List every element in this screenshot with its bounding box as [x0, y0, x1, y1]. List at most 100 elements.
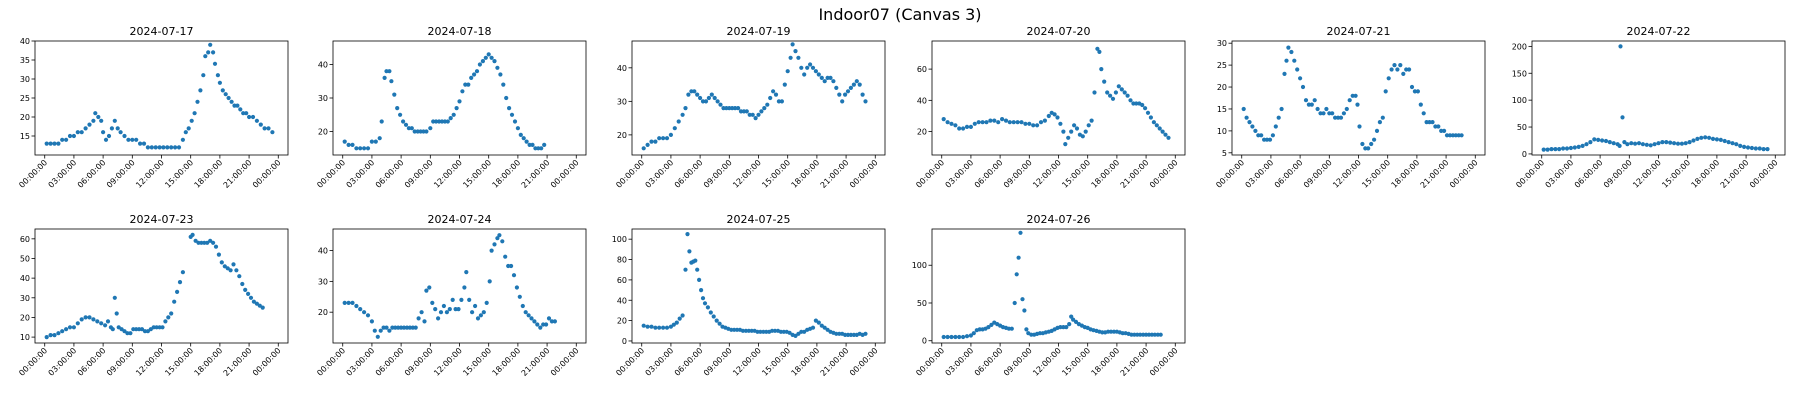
data-point — [1250, 124, 1255, 129]
data-point — [1064, 325, 1069, 330]
data-point — [1020, 297, 1025, 302]
data-point — [711, 314, 716, 319]
data-point — [661, 136, 666, 141]
x-tick-label: 09:00:00 — [1002, 158, 1034, 190]
data-point — [1618, 44, 1623, 49]
data-point — [67, 133, 73, 139]
data-point — [953, 123, 958, 128]
data-point — [1069, 314, 1074, 319]
data-point — [372, 328, 377, 333]
data-point — [190, 232, 195, 237]
data-point — [180, 270, 185, 275]
data-point — [1424, 120, 1429, 125]
data-point — [495, 65, 500, 70]
y-tick-label: 40 — [20, 274, 30, 283]
data-point — [398, 112, 403, 117]
data-point — [700, 296, 706, 301]
data-point — [524, 139, 529, 144]
panel-2024-07-20: 2024-07-2020406000:00:0003:00:0006:00:00… — [914, 25, 1186, 190]
data-point — [1336, 115, 1341, 120]
data-point — [246, 291, 251, 296]
data-point — [1038, 120, 1044, 125]
data-point — [773, 92, 779, 97]
data-point — [134, 137, 139, 142]
data-point — [1276, 115, 1281, 120]
data-point — [137, 327, 142, 332]
data-point — [1284, 58, 1289, 63]
data-point — [1734, 142, 1739, 147]
data-point — [1321, 111, 1326, 116]
data-point — [676, 119, 681, 124]
data-point — [438, 310, 444, 315]
data-point — [1377, 120, 1382, 125]
data-point — [793, 333, 798, 338]
data-point — [399, 325, 404, 330]
data-point — [379, 119, 384, 124]
data-point — [664, 325, 670, 330]
data-point — [1113, 90, 1118, 95]
data-point — [761, 329, 766, 334]
data-point — [216, 252, 221, 257]
panel-title: 2024-07-21 — [1327, 25, 1391, 38]
x-tick-label: 18:00:00 — [491, 158, 523, 190]
y-tick-label: 20 — [20, 313, 30, 322]
y-tick-label: 150 — [1512, 69, 1527, 78]
data-point — [549, 319, 555, 324]
data-point — [462, 285, 467, 290]
data-point — [60, 137, 65, 142]
x-tick-label: 21:00:00 — [1119, 158, 1151, 190]
data-point — [700, 99, 706, 104]
data-point — [1058, 121, 1063, 126]
data-point — [828, 75, 833, 80]
data-point — [1324, 106, 1329, 112]
data-point — [1120, 331, 1125, 336]
data-point — [506, 263, 511, 269]
data-point — [48, 333, 53, 338]
data-point — [736, 106, 741, 111]
data-point — [1757, 146, 1762, 151]
data-point — [1318, 111, 1323, 116]
y-tick-label: 100 — [1512, 96, 1527, 105]
data-point — [79, 130, 84, 135]
data-point — [1029, 332, 1034, 337]
data-point — [424, 288, 429, 293]
data-point — [845, 332, 851, 337]
y-tick-label: 20 — [318, 308, 328, 317]
data-point — [521, 136, 526, 141]
data-point — [161, 145, 166, 150]
data-point — [153, 145, 158, 150]
data-point — [115, 126, 120, 131]
data-point — [1699, 135, 1704, 140]
figure-title: Indoor07 (Canvas 3) — [818, 5, 981, 24]
data-point — [503, 254, 508, 259]
data-point — [418, 129, 423, 134]
data-point — [489, 248, 494, 253]
data-point — [165, 145, 170, 150]
data-point — [692, 89, 697, 94]
data-point — [235, 103, 240, 108]
data-point — [816, 72, 821, 77]
data-point — [134, 327, 139, 332]
x-tick-label: 15:00:00 — [461, 346, 493, 378]
x-tick-label: 03:00:00 — [345, 158, 377, 190]
data-point — [266, 126, 271, 131]
data-point — [813, 69, 819, 74]
data-point — [457, 99, 462, 104]
data-point — [709, 92, 714, 97]
data-point — [822, 79, 827, 84]
data-point — [1037, 331, 1043, 336]
data-point — [695, 92, 700, 97]
data-point — [270, 130, 275, 135]
data-point — [1687, 140, 1692, 145]
data-point — [407, 325, 412, 330]
data-point — [365, 313, 371, 318]
data-point — [228, 268, 233, 273]
data-point — [424, 129, 429, 134]
data-point — [718, 102, 723, 107]
data-point — [1561, 146, 1566, 151]
data-point — [1392, 63, 1397, 68]
x-tick-label: 18:00:00 — [193, 158, 225, 190]
data-point — [1722, 138, 1727, 144]
data-point — [240, 281, 245, 287]
data-point — [941, 117, 946, 122]
